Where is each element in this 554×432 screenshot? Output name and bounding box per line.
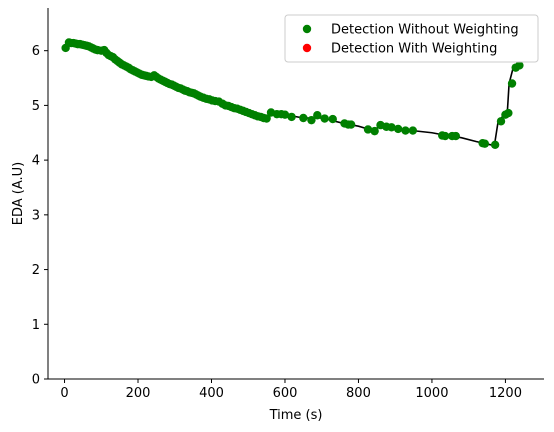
y-tick-label-0: 0 [32, 373, 40, 388]
series-0-point-102 [408, 126, 418, 135]
series-0-point-95 [363, 125, 373, 134]
x-ticks: 0 200 400 600 800 1000 1200 [60, 379, 522, 401]
y-tick-label-6: 6 [32, 44, 40, 59]
y-tick-label-1: 1 [32, 318, 40, 333]
series-0-point-112 [504, 108, 513, 118]
x-tick-label-400: 400 [199, 386, 224, 401]
series-0-point-94 [346, 120, 356, 129]
series-0-point-89 [313, 111, 322, 120]
series-0-point-108 [480, 139, 490, 148]
x-tick-label-0: 0 [60, 386, 68, 401]
series-0-point-86 [287, 112, 296, 122]
x-tick-label-200: 200 [126, 386, 151, 401]
series-0-point-101 [401, 126, 410, 135]
legend-box [284, 14, 539, 63]
series-0-point-99 [387, 123, 396, 132]
series-0-point-91 [328, 114, 337, 124]
x-tick-label-600: 600 [273, 386, 298, 401]
legend-label-without-weighting: Detection Without Weighting [331, 23, 519, 38]
series-0-point-113 [507, 79, 517, 88]
legend-label-with-weighting: Detection With Weighting [331, 42, 497, 57]
y-ticks: 0 1 2 3 4 5 6 [32, 44, 48, 388]
legend: Detection Without Weighting Detection Wi… [284, 14, 539, 63]
series-0-point-110 [496, 117, 506, 126]
series-0-point-81 [262, 114, 271, 123]
series-0-point-109 [490, 140, 500, 149]
x-tick-label-800: 800 [346, 386, 371, 401]
axes [47, 8, 544, 380]
series-0-point-106 [451, 131, 461, 141]
x-tick-label-1000: 1000 [415, 386, 448, 401]
y-tick-label-4: 4 [32, 154, 40, 169]
x-axis-label: Time (s) [269, 408, 323, 423]
y-axis-label: EDA (A.U) [11, 162, 26, 225]
series-0-point-90 [320, 114, 329, 123]
series-0-point-104 [440, 131, 450, 141]
series-0-point-85 [280, 110, 290, 119]
plot-area [61, 38, 524, 149]
series-0-point-87 [299, 113, 308, 123]
legend-marker-without-weighting [302, 24, 312, 34]
series-0-point-115 [515, 61, 524, 70]
y-tick-label-5: 5 [32, 99, 40, 114]
series-0-point-88 [307, 115, 316, 125]
series-0-point-100 [393, 124, 403, 134]
y-tick-label-2: 2 [32, 263, 40, 278]
y-tick-label-3: 3 [32, 208, 40, 223]
legend-marker-with-weighting [302, 43, 312, 53]
x-tick-label-1200: 1200 [489, 386, 522, 401]
series-0-point-96 [370, 126, 379, 136]
